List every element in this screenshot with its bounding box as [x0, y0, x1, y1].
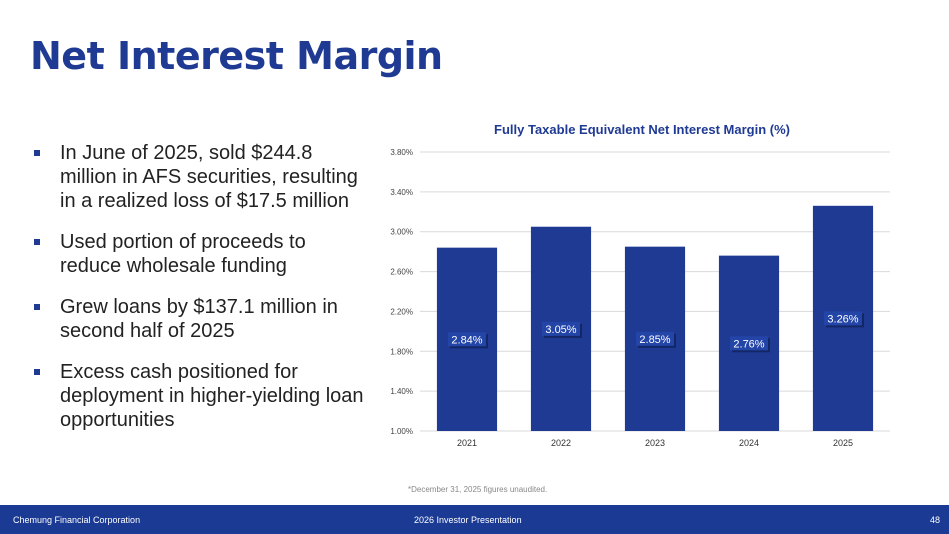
page-number: 48 [929, 515, 940, 525]
bullet-item: Used portion of proceeds to reduce whole… [34, 230, 364, 278]
bullet-marker-icon [34, 304, 40, 310]
footnote: *December 31, 2025 figures unaudited. [408, 485, 548, 494]
y-tick-label: 3.40% [390, 188, 413, 197]
x-tick-label: 2025 [833, 438, 853, 448]
x-tick-label: 2024 [739, 438, 759, 448]
data-label: 3.26% [827, 313, 858, 325]
footer-bar: Chemung Financial Corporation 2026 Inves… [0, 505, 949, 534]
bullet-text: Excess cash positioned for deployment in… [60, 361, 364, 431]
bullet-item: Grew loans by $137.1 million in second h… [34, 295, 364, 343]
page-title: Net Interest Margin [30, 34, 443, 78]
data-label-box [730, 336, 768, 351]
y-tick-label: 3.00% [390, 228, 413, 237]
data-label: 3.05% [545, 324, 576, 336]
y-tick-label: 1.80% [390, 347, 413, 356]
y-tick-label: 2.60% [390, 268, 413, 277]
x-tick-label: 2021 [457, 438, 477, 448]
x-tick-label: 2022 [551, 438, 571, 448]
bullet-item: In June of 2025, sold $244.8 million in … [34, 141, 364, 213]
footer-presentation: 2026 Investor Presentation [414, 515, 522, 525]
y-tick-label: 1.00% [390, 427, 413, 436]
bullet-marker-icon [34, 239, 40, 245]
bullet-text: In June of 2025, sold $244.8 million in … [60, 142, 358, 212]
x-tick-label: 2023 [645, 438, 665, 448]
nim-bar-chart: 1.00% 1.40% 1.80% 2.20% 2.60% 3.00% 3.40% 3.80%… [390, 148, 890, 448]
bullet-list: In June of 2025, sold $244.8 million in … [34, 141, 364, 449]
bullet-marker-icon [34, 369, 40, 375]
chart-title: Fully Taxable Equivalent Net Interest Ma… [494, 122, 790, 137]
bullet-marker-icon [34, 150, 40, 156]
data-label-box [542, 321, 580, 336]
bullet-text: Used portion of proceeds to reduce whole… [60, 231, 306, 277]
bullet-text: Grew loans by $137.1 million in second h… [60, 296, 338, 342]
footer-company: Chemung Financial Corporation [13, 515, 141, 525]
data-label: 2.76% [733, 338, 764, 350]
y-tick-label: 3.80% [390, 148, 413, 157]
bullet-item: Excess cash positioned for deployment in… [34, 360, 364, 432]
data-label-box [448, 332, 486, 347]
y-tick-label: 1.40% [390, 387, 413, 396]
y-tick-label: 2.20% [390, 307, 413, 316]
data-label-box [824, 311, 862, 326]
data-label: 2.85% [639, 334, 670, 346]
data-label-box [636, 331, 674, 346]
data-label: 2.84% [451, 334, 482, 346]
